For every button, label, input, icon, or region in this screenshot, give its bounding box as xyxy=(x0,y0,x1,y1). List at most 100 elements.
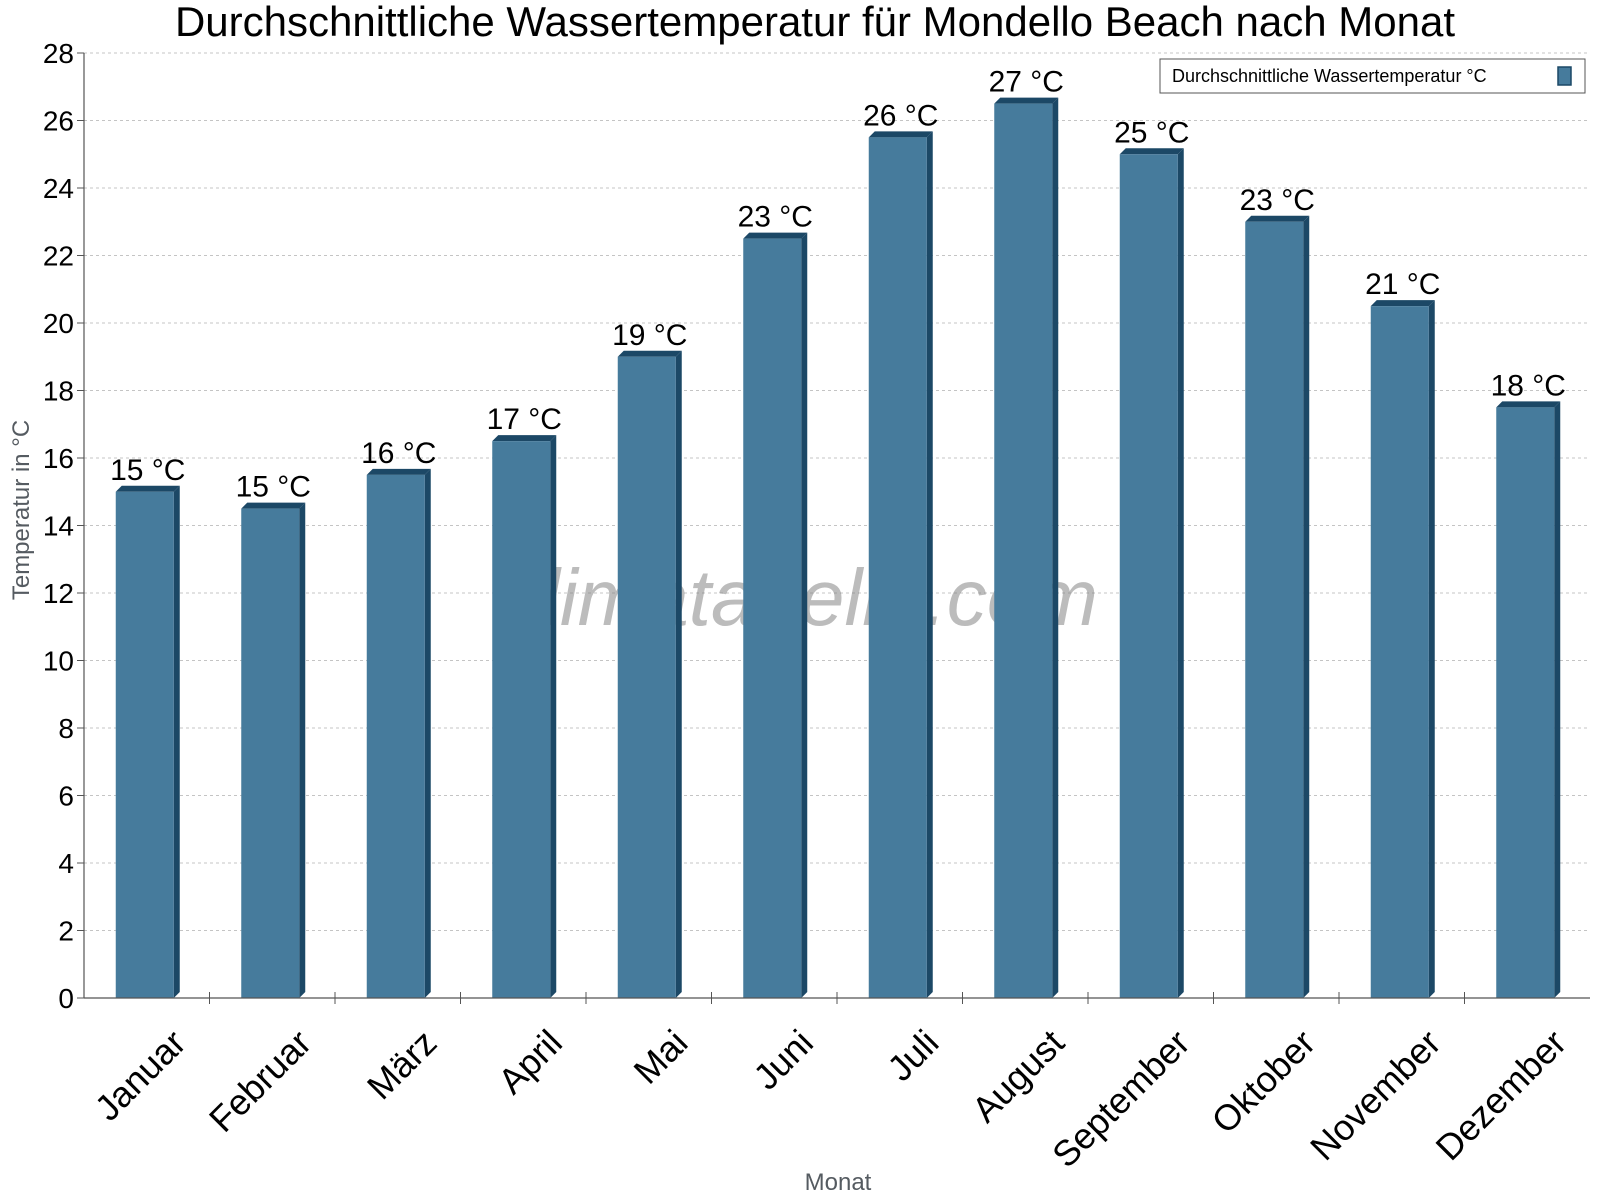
y-tick-label: 16 xyxy=(43,443,74,474)
value-label: 16 °C xyxy=(361,437,436,470)
axes xyxy=(77,52,1590,1004)
legend-swatch xyxy=(1557,66,1572,86)
x-tick-label: September xyxy=(1044,1022,1198,1176)
bar-top xyxy=(366,468,431,475)
bar-top xyxy=(1119,148,1184,155)
y-tick-label: 24 xyxy=(43,173,74,204)
x-tick-label: April xyxy=(490,1022,570,1102)
bar-side xyxy=(299,502,306,998)
x-axis-label: Monat xyxy=(805,1169,872,1196)
x-tick-labels: Januar Februar März April Mai Juni Juli AugustS… xyxy=(87,1022,1574,1176)
bar-top xyxy=(115,485,180,492)
bar-side xyxy=(926,131,933,998)
x-tick-label: Juli xyxy=(879,1022,946,1089)
bar-front xyxy=(868,137,927,998)
bar-front xyxy=(743,238,802,998)
legend-label: Durchschnittliche Wassertemperatur °C xyxy=(1172,66,1487,86)
bar-side xyxy=(1554,401,1561,998)
bar-side xyxy=(550,435,557,998)
legend-box xyxy=(1159,58,1586,94)
y-tick-label: 8 xyxy=(58,713,74,744)
legend: Durchschnittliche Wassertemperatur °C xyxy=(1159,58,1586,94)
bar-front xyxy=(617,356,676,998)
y-tick-label: 6 xyxy=(58,781,74,812)
value-label: 18 °C xyxy=(1491,369,1566,402)
y-tick-label: 22 xyxy=(43,241,74,272)
x-tick-label: November xyxy=(1302,1022,1448,1168)
x-tick-label: August xyxy=(964,1022,1072,1130)
x-tick-label: Oktober xyxy=(1203,1022,1323,1142)
bar-front xyxy=(366,474,425,998)
bar-juni xyxy=(743,232,808,998)
bar-front xyxy=(1119,154,1178,998)
bar-dezember xyxy=(1496,401,1561,998)
bar-top xyxy=(1245,215,1310,222)
x-tick-label: Mai xyxy=(625,1022,695,1092)
chart-title: Durchschnittliche Wassertemperatur für M… xyxy=(175,0,1455,45)
y-tick-label: 14 xyxy=(43,511,74,542)
bar-top xyxy=(743,232,808,239)
bar-side xyxy=(424,468,431,998)
bar-top xyxy=(1496,401,1561,408)
bar-august xyxy=(994,97,1059,998)
bar-front xyxy=(1370,306,1429,998)
bar-side xyxy=(801,232,808,998)
y-tick-label: 20 xyxy=(43,308,74,339)
y-axis-label: Temperatur in °C xyxy=(8,420,35,600)
bar-side xyxy=(1052,97,1059,998)
x-tick-label: Januar xyxy=(87,1022,194,1129)
bar-november xyxy=(1370,300,1435,998)
bar-april xyxy=(492,435,557,998)
bar-januar xyxy=(115,485,180,998)
value-label: 23 °C xyxy=(738,201,813,234)
bar-side xyxy=(1303,215,1310,998)
value-label: 19 °C xyxy=(612,319,687,352)
bar-juli xyxy=(868,131,933,998)
bar-september xyxy=(1119,148,1184,998)
bar-mai xyxy=(617,350,682,998)
bar-top xyxy=(617,350,682,357)
bar-front xyxy=(241,508,300,998)
gridlines xyxy=(84,52,1590,931)
x-tick-label: Juni xyxy=(745,1022,821,1098)
value-label: 15 °C xyxy=(236,471,311,504)
x-tick-label: Dezember xyxy=(1428,1022,1574,1168)
value-label: 15 °C xyxy=(110,454,185,487)
y-tick-label: 4 xyxy=(58,848,74,879)
x-tick-label: Februar xyxy=(201,1022,319,1140)
bar-front xyxy=(1496,407,1555,998)
y-tick-label: 28 xyxy=(43,38,74,69)
y-tick-label: 12 xyxy=(43,578,74,609)
y-tick-label: 26 xyxy=(43,106,74,137)
value-label: 27 °C xyxy=(989,66,1064,99)
bar-side xyxy=(1177,148,1184,998)
bar-top xyxy=(994,97,1059,104)
bars xyxy=(115,97,1561,998)
value-labels: 15 °C 15 °C 16 °C 17 °C 19 °C 23 °C 26 °C 27 °C… xyxy=(110,66,1566,504)
value-label: 21 °C xyxy=(1365,268,1440,301)
value-label: 26 °C xyxy=(863,99,938,132)
y-tick-label: 18 xyxy=(43,376,74,407)
bar-front xyxy=(1245,221,1304,998)
value-label: 25 °C xyxy=(1114,116,1189,149)
bar-front xyxy=(115,491,174,998)
bar-märz xyxy=(366,468,431,998)
bar-februar xyxy=(241,502,306,998)
x-tick-label: März xyxy=(359,1022,445,1108)
y-tick-label: 2 xyxy=(58,916,74,947)
y-tick-label: 10 xyxy=(43,646,74,677)
bar-side xyxy=(173,485,180,998)
bar-top xyxy=(1370,300,1435,307)
value-label: 23 °C xyxy=(1240,184,1315,217)
bar-top xyxy=(241,502,306,509)
value-label: 17 °C xyxy=(487,403,562,436)
bar-front xyxy=(994,103,1053,998)
bar-side xyxy=(1428,300,1435,998)
y-tick-label: 0 xyxy=(58,983,74,1014)
bar-oktober xyxy=(1245,215,1310,998)
bar-top xyxy=(868,131,933,138)
bar-side xyxy=(675,350,682,998)
bar-top xyxy=(492,435,557,442)
